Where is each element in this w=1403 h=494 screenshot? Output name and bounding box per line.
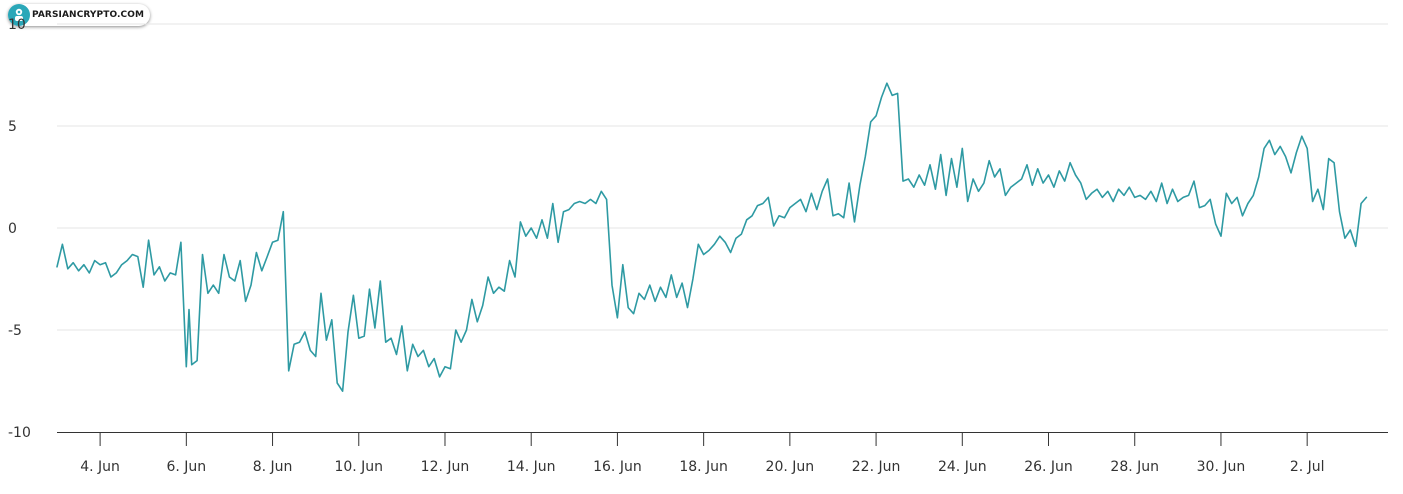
series-line-1 <box>56 82 1368 392</box>
series <box>56 82 1368 392</box>
y-tick-label: -5 <box>8 323 22 339</box>
x-tick-label: 24. Jun <box>938 459 987 475</box>
x-tick-label: 2. Jul <box>1290 459 1325 475</box>
y-tick-label: 0 <box>8 221 17 237</box>
x-tick-label: 18. Jun <box>679 459 728 475</box>
x-axis-tick-labels: 4. Jun 6. Jun 8. Jun 10. Jun 12. Jun 14. Jun 1… <box>80 459 1324 475</box>
x-tick-label: 10. Jun <box>334 459 383 475</box>
x-tick-label: 6. Jun <box>166 459 206 475</box>
x-tick-label: 28. Jun <box>1110 459 1159 475</box>
x-axis <box>57 432 1388 446</box>
x-tick-label: 12. Jun <box>421 459 470 475</box>
x-tick-label: 20. Jun <box>766 459 815 475</box>
logo-text: PARSIANCRYPTO.COM <box>32 10 145 20</box>
x-tick-label: 16. Jun <box>593 459 642 475</box>
y-tick-label: 5 <box>8 119 17 135</box>
x-tick-label: 26. Jun <box>1024 459 1073 475</box>
parsiancrypto-logo-icon <box>8 4 30 26</box>
x-tick-label: 4. Jun <box>80 459 120 475</box>
y-tick-label: -10 <box>8 425 31 441</box>
y-tick-label: 10 <box>8 17 26 33</box>
x-tick-label: 22. Jun <box>852 459 901 475</box>
parsiancrypto-logo: PARSIANCRYPTO.COM <box>8 4 151 26</box>
x-tick-label: 14. Jun <box>507 459 556 475</box>
x-tick-label: 30. Jun <box>1197 459 1246 475</box>
y-axis-tick-labels: -10 -5 0 5 10 <box>8 17 31 441</box>
x-tick-label: 8. Jun <box>253 459 293 475</box>
gridlines <box>57 23 1388 331</box>
